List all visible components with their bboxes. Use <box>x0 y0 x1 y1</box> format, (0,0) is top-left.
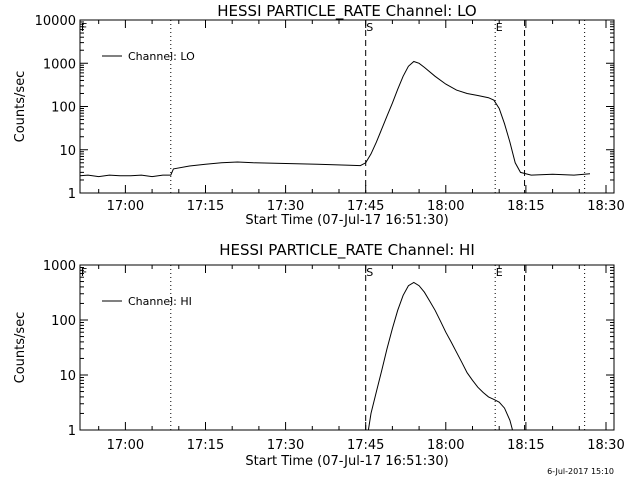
x-tick-label: 17:45 <box>347 438 384 453</box>
y-tick-label: 10 <box>59 369 76 384</box>
plot-frame <box>79 264 615 431</box>
x-tick-label: 18:30 <box>587 438 624 453</box>
x-tick-label: 18:00 <box>427 438 464 453</box>
y-axis-label: Counts/sec <box>13 71 28 143</box>
event-marker-label: S <box>366 21 373 34</box>
y-tick-label: 100 <box>51 314 76 329</box>
chart-title: HESSI PARTICLE_RATE Channel: HI <box>219 241 475 260</box>
chart-panel-lo: HESSI PARTICLE_RATE Channel: LO 17:00 17:1… <box>13 2 625 228</box>
y-tick-label: 10 <box>59 144 76 159</box>
x-tick-label: 17:00 <box>107 199 144 214</box>
series-line <box>79 60 591 178</box>
x-tick-label: 17:15 <box>187 199 224 214</box>
x-tick-label: 17:30 <box>267 438 304 453</box>
chart-title: HESSI PARTICLE_RATE Channel: LO <box>217 2 476 21</box>
event-marker-label: E <box>496 266 503 279</box>
y-tick-label: 1000 <box>43 259 76 274</box>
x-tick-label: 17:45 <box>347 199 384 214</box>
y-tick-label: 10000 <box>35 14 76 29</box>
timestamp-footer: 6-Jul-2017 15:10 <box>547 467 614 476</box>
y-tick-label: 1000 <box>43 57 76 72</box>
x-axis-label: Start Time (07-Jul-17 16:51:30) <box>245 213 448 228</box>
x-tick-label: 17:15 <box>187 438 224 453</box>
y-tick-label: 1 <box>68 424 76 439</box>
x-tick-label: 17:30 <box>267 199 304 214</box>
event-marker-label: E <box>496 21 503 34</box>
event-marker-label: S <box>366 266 373 279</box>
x-tick-label: 18:15 <box>507 438 544 453</box>
event-marker-label: F <box>81 21 87 34</box>
x-axis-label: Start Time (07-Jul-17 16:51:30) <box>245 454 448 469</box>
event-marker-label: F <box>81 266 87 279</box>
x-tick-label: 18:00 <box>427 199 464 214</box>
y-axis-label: Counts/sec <box>13 312 28 384</box>
series-line <box>367 281 513 431</box>
chart-panel-hi: HESSI PARTICLE_RATE Channel: HI 17:00 17:1… <box>13 241 625 469</box>
plot-frame <box>79 19 615 194</box>
x-tick-label: 17:00 <box>107 438 144 453</box>
y-tick-label: 100 <box>51 101 76 116</box>
y-tick-label: 1 <box>68 187 76 202</box>
x-tick-label: 18:30 <box>587 199 624 214</box>
legend-label: Channel: LO <box>128 50 195 63</box>
legend-label: Channel: HI <box>128 295 192 308</box>
x-tick-label: 18:15 <box>507 199 544 214</box>
